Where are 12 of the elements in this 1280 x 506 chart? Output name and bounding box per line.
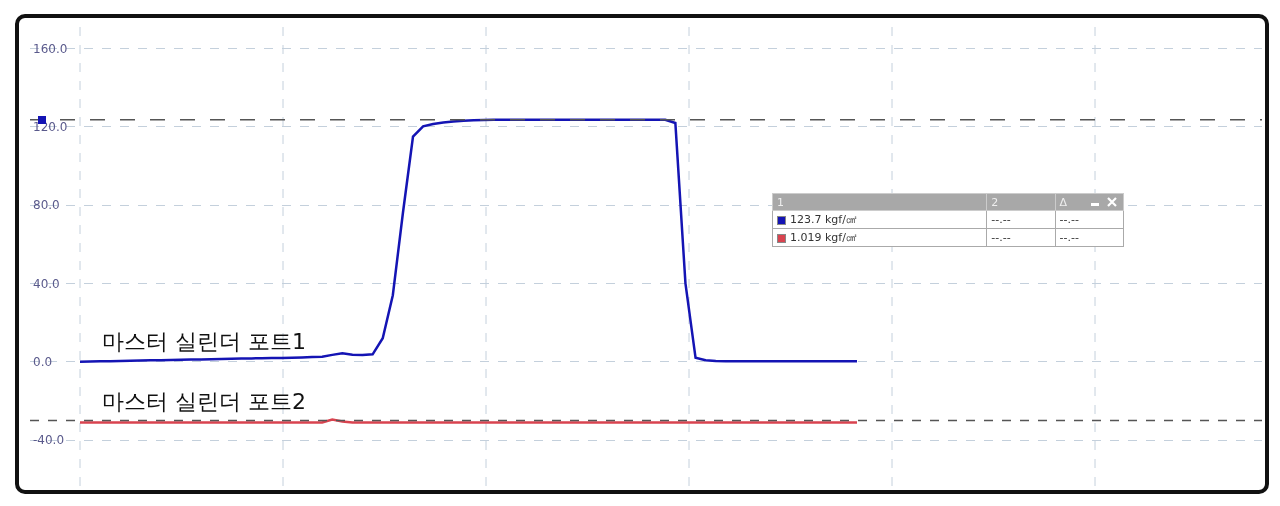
y-tick-label: 0.0	[33, 354, 53, 369]
annotation: 1	[777, 195, 784, 209]
y-tick-label: 40.0	[33, 276, 60, 291]
y-tick-label: -40.0	[33, 433, 65, 448]
series-label: 마스터 실린더 포트1	[102, 329, 306, 354]
annotation: 123.7 kgf/㎠	[790, 213, 857, 226]
readout-panel: 1 2 Δ 123.7 kgf/㎠ --.-- --.-- 1.019 kgf/㎠ --.-- --.--	[772, 193, 1124, 247]
series-label: 마스터 실린더 포트2	[102, 389, 306, 414]
y-tick-label: 160.0	[33, 41, 68, 56]
y-tick-label: 80.0	[33, 198, 60, 213]
annotation: 1.019 kgf/㎠	[790, 231, 857, 244]
line-series	[78, 118, 859, 363]
